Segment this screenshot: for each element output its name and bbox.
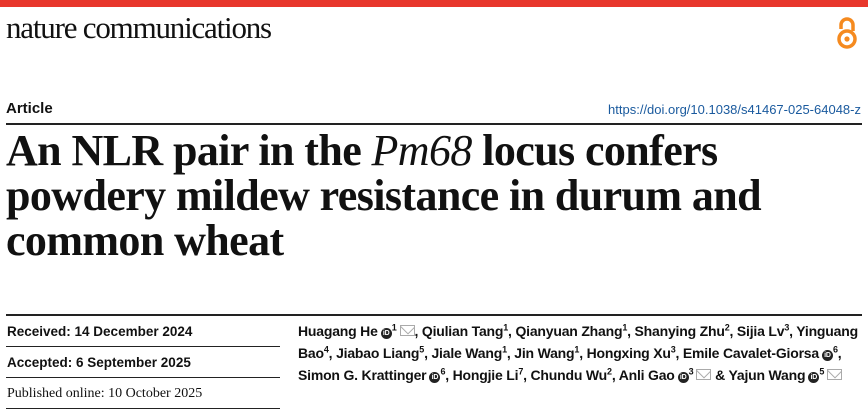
author-separator: , (837, 345, 842, 361)
author-separator: , (675, 345, 683, 361)
accepted-date: Accepted: 6 September 2025 (6, 347, 280, 378)
author[interactable]: Hongxing Xu3 (587, 345, 676, 361)
affiliation-number: 6 (440, 366, 446, 377)
article-title: An NLR pair in the Pm68 locus confers po… (6, 128, 856, 263)
author[interactable]: Jiale Wang1 (431, 344, 507, 361)
author-separator: , (414, 323, 422, 339)
author-name[interactable]: Jiabao Liang (336, 345, 420, 361)
author-name[interactable]: Huagang He (298, 323, 378, 339)
divider (6, 123, 862, 125)
article-type: Article (6, 100, 53, 117)
author-name[interactable]: Qianyuan Zhang (515, 323, 623, 339)
author[interactable]: Anli Gao iD3 (619, 367, 712, 383)
title-text: locus confers powdery mildew resistance … (6, 126, 762, 265)
divider (6, 314, 862, 316)
published-date: Published online: 10 October 2025 (6, 378, 280, 409)
author-separator: , (579, 345, 587, 361)
author-separator: , (611, 367, 619, 383)
author-separator: , (729, 323, 737, 339)
orcid-icon[interactable]: iD (821, 350, 833, 361)
affiliation-number: 3 (784, 322, 790, 333)
author-name[interactable]: Hongxing Xu (586, 345, 671, 361)
affiliation-number: 2 (724, 322, 730, 333)
author[interactable]: Yinguang Bao4 (298, 323, 858, 361)
affiliation-number: 1 (502, 344, 507, 355)
author-separator: , (445, 367, 453, 383)
orcid-icon[interactable]: iD (808, 372, 820, 383)
orcid-icon[interactable]: iD (380, 328, 392, 339)
author[interactable]: Simon G. Krattinger iD6 (298, 367, 445, 383)
author[interactable]: Jin Wang1 (514, 345, 579, 361)
title-text: An NLR pair in the (6, 126, 372, 175)
email-icon[interactable] (827, 369, 843, 380)
author-separator: , (508, 323, 516, 339)
email-icon[interactable] (399, 325, 415, 336)
author[interactable]: Emile Cavalet-Giorsa iD6 (683, 345, 838, 361)
title-locus: Pm68 (371, 126, 473, 175)
affiliation-number: 7 (518, 366, 524, 377)
author-separator: , (789, 323, 797, 339)
affiliation-number: 4 (323, 344, 329, 355)
author-separator: , (523, 367, 531, 383)
author-name[interactable]: Qiulian Tang (421, 323, 504, 339)
author[interactable]: Chundu Wu2 (531, 367, 612, 383)
author-separator: , (506, 345, 515, 361)
author[interactable]: Qianyuan Zhang1 (515, 323, 627, 339)
author-name[interactable]: Jiale Wang (431, 345, 503, 361)
journal-logo[interactable]: nature communications (6, 10, 272, 45)
affiliation-number: 5 (819, 366, 825, 377)
affiliation-number: 1 (574, 344, 580, 355)
affiliation-number: 1 (622, 322, 628, 333)
affiliation-number: 1 (503, 322, 509, 333)
email-icon[interactable] (696, 369, 712, 380)
received-date: Received: 14 December 2024 (6, 316, 280, 347)
author-name[interactable]: Emile Cavalet-Giorsa (682, 345, 819, 361)
author[interactable]: Shanying Zhu2 (635, 323, 730, 339)
author-separator: , (328, 345, 337, 361)
author-name[interactable]: Yinguang Bao (298, 323, 858, 361)
author-name[interactable]: Anli Gao (618, 367, 675, 383)
brand-bar (0, 0, 868, 7)
affiliation-number: 3 (670, 344, 676, 355)
author-list: Huagang He iD1, Qiulian Tang1, Qianyuan Z… (298, 320, 858, 386)
author[interactable]: Sijia Lv3 (737, 323, 789, 339)
affiliation-number: 5 (419, 344, 425, 355)
author-name[interactable]: Hongjie Li (452, 367, 519, 383)
author-separator: , (627, 323, 635, 339)
affiliation-number: 1 (391, 322, 397, 333)
open-access-icon (837, 17, 857, 49)
author-separator: , (424, 345, 432, 361)
orcid-icon[interactable]: iD (429, 372, 441, 383)
author-name[interactable]: Chundu Wu (530, 367, 608, 383)
article-dates: Received: 14 December 2024 Accepted: 6 S… (6, 316, 280, 409)
author-name[interactable]: Simon G. Krattinger (298, 367, 427, 383)
orcid-icon[interactable]: iD (677, 372, 689, 383)
author[interactable]: Huagang He iD1 (298, 323, 415, 339)
affiliation-number: 2 (607, 366, 612, 377)
author-name[interactable]: Shanying Zhu (634, 323, 725, 339)
author-name[interactable]: Yajun Wang (728, 367, 806, 383)
author-separator: & (711, 367, 729, 383)
affiliation-number: 6 (832, 344, 838, 355)
author-name[interactable]: Jin Wang (514, 345, 575, 361)
affiliation-number: 3 (688, 366, 694, 377)
author[interactable]: Qiulian Tang1 (422, 323, 508, 339)
author[interactable]: Hongjie Li7 (452, 366, 524, 383)
doi-link[interactable]: https://doi.org/10.1038/s41467-025-64048… (608, 102, 861, 117)
author-name[interactable]: Sijia Lv (736, 323, 785, 339)
author[interactable]: Yajun Wang iD5 (729, 367, 843, 383)
author[interactable]: Jiabao Liang5 (336, 345, 424, 361)
